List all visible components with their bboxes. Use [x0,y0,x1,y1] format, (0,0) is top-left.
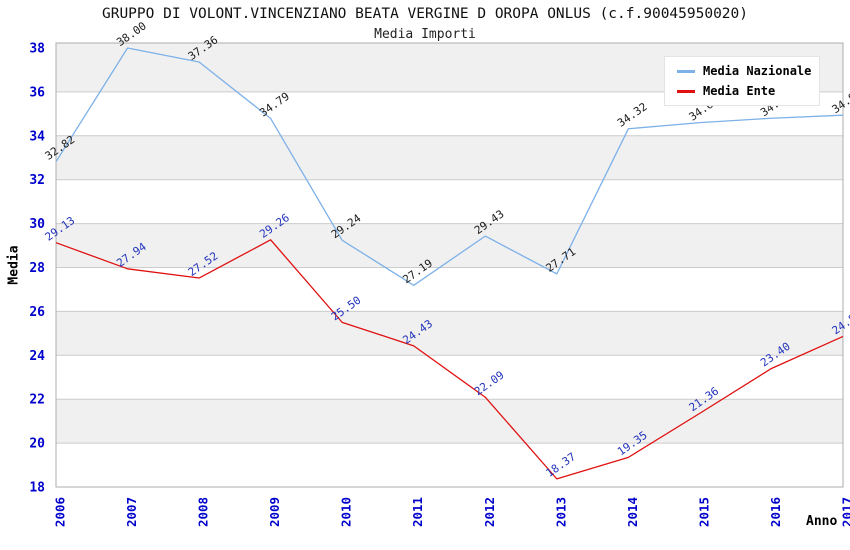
chart-title: GRUPPO DI VOLONT.VINCENZIANO BEATA VERGI… [101,6,748,22]
x-tick: 2014 [625,497,640,527]
chart-subtitle: Media Importi [374,27,476,42]
y-tick: 18 [29,481,45,496]
legend-swatch-blue-line-icon [677,69,695,73]
x-tick: 2010 [339,497,354,527]
data-label: 34.79 [257,90,292,120]
x-tick: 2008 [196,497,211,527]
x-tick: 2011 [410,497,425,527]
legend-label: Media Nazionale [703,64,812,78]
plot-border [55,42,844,488]
x-tick: 2015 [696,497,711,527]
x-tick: 2016 [768,497,783,527]
x-tick: 2017 [840,497,850,527]
data-label: 18.37 [544,450,579,480]
y-tick-labels: 18 20 22 24 26 28 30 32 34 36 38 [29,42,45,496]
y-tick: 26 [29,305,45,320]
y-tick: 28 [29,261,45,276]
data-label: 22.09 [472,369,507,399]
y-tick: 20 [29,437,45,452]
y-tick: 36 [29,85,45,100]
legend-item-media-ente: Media Ente [677,84,811,98]
y-tick: 34 [29,129,45,144]
x-tick: 2007 [124,497,139,527]
y-tick: 38 [29,42,45,57]
x-tick: 2013 [553,497,568,527]
series-lines [55,47,844,480]
y-axis-title: Media [6,245,22,285]
y-tick: 24 [29,349,45,364]
legend-swatch-red-line-icon [677,89,695,93]
legend: Media Nazionale Media Ente [664,56,821,106]
x-axis-title: Anno [806,514,838,529]
data-label: 34.32 [615,100,650,130]
x-tick: 2009 [267,497,282,527]
legend-item-media-nazionale: Media Nazionale [677,64,811,78]
legend-label: Media Ente [703,84,776,98]
y-tick: 22 [29,393,45,408]
y-tick: 30 [29,217,45,232]
series-line-media-nazionale [55,47,844,286]
y-tick: 32 [29,173,45,188]
y-gridlines [56,91,843,444]
x-tick-labels: 2006 2007 2008 2009 2010 2011 2012 2013 2014 2015… [53,497,850,527]
plot-bands [56,43,843,444]
x-tick: 2006 [53,497,68,527]
series-line-media-ente [55,239,844,480]
x-tick: 2012 [482,497,497,527]
